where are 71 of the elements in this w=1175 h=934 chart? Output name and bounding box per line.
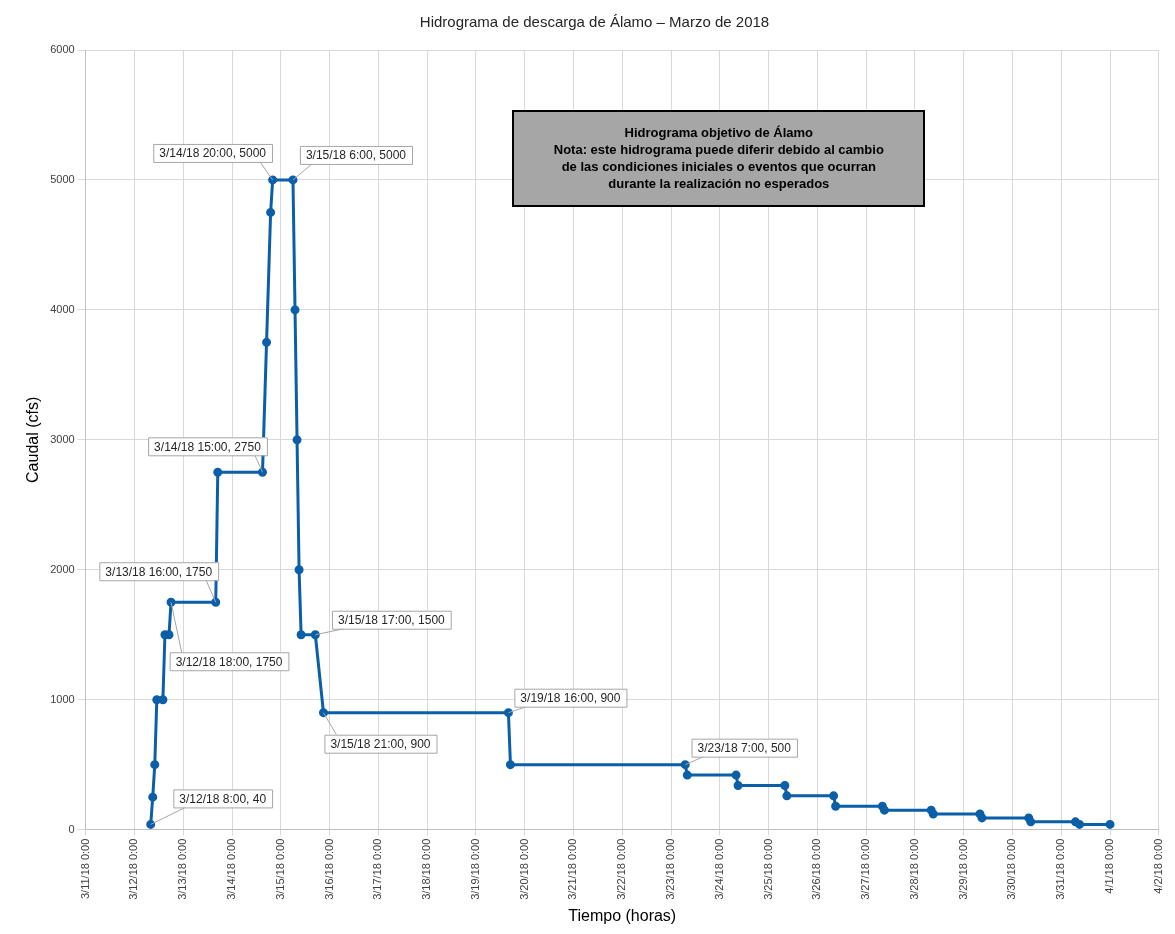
annotation: 3/12/18 8:00, 40 bbox=[179, 791, 267, 806]
point bbox=[290, 305, 300, 315]
point bbox=[733, 780, 743, 790]
point bbox=[782, 791, 792, 801]
x-tick-label: 3/29/18 0:00 bbox=[956, 838, 969, 900]
y-tick-label: 6000 bbox=[50, 43, 75, 56]
point bbox=[831, 801, 841, 811]
point bbox=[213, 467, 223, 477]
annotation: 3/23/18 7:00, 500 bbox=[697, 740, 792, 755]
x-tick-label: 3/18/18 0:00 bbox=[420, 838, 433, 900]
annotation: 3/15/18 6:00, 5000 bbox=[305, 148, 407, 163]
x-tick-label: 3/12/18 0:00 bbox=[127, 838, 140, 900]
y-tick-label: 1000 bbox=[50, 692, 75, 705]
point bbox=[150, 760, 160, 770]
annotation: 3/15/18 17:00, 1500 bbox=[337, 613, 446, 628]
point bbox=[296, 630, 306, 640]
x-tick-label: 3/19/18 0:00 bbox=[468, 838, 481, 900]
point bbox=[268, 175, 278, 185]
annotation: 3/13/18 16:00, 1750 bbox=[105, 564, 213, 579]
point bbox=[262, 337, 272, 347]
point bbox=[731, 770, 741, 780]
annotation: 3/15/18 21:00, 900 bbox=[330, 737, 431, 751]
annotation: Hidrograma objetivo de Álamo Nota: este hidrograma puede diferir debido al cambio de las condiciones iniciales o eventos que ocurran durante la realización no esperados bbox=[552, 124, 885, 192]
x-tick-label: 3/24/18 0:00 bbox=[712, 838, 725, 900]
point bbox=[1105, 819, 1115, 829]
point bbox=[266, 207, 276, 217]
x-tick-label: 3/22/18 0:00 bbox=[615, 838, 628, 900]
x-tick-label: 3/26/18 0:00 bbox=[810, 838, 823, 900]
point bbox=[148, 792, 158, 802]
x-tick-label: 3/15/18 0:00 bbox=[273, 838, 286, 900]
y-tick-label: 5000 bbox=[50, 172, 75, 185]
x-tick-label: 3/23/18 0:00 bbox=[664, 838, 677, 900]
annotation: 3/12/18 18:00, 1750 bbox=[175, 654, 283, 669]
y-tick-label: 0 bbox=[68, 822, 75, 835]
point bbox=[1075, 819, 1085, 829]
x-tick-label: 3/14/18 0:00 bbox=[225, 838, 238, 900]
point bbox=[505, 760, 515, 770]
x-tick-label: 3/13/18 0:00 bbox=[176, 838, 189, 900]
x-tick-label: 3/27/18 0:00 bbox=[859, 838, 872, 900]
point bbox=[879, 805, 889, 815]
annotation: 3/14/18 15:00, 2750 bbox=[154, 439, 262, 454]
point bbox=[780, 780, 790, 790]
y-axis-title: Caudal (cfs) bbox=[24, 396, 42, 483]
point bbox=[682, 770, 692, 780]
x-tick-label: 3/11/18 0:00 bbox=[78, 838, 91, 899]
point bbox=[288, 175, 298, 185]
point bbox=[977, 813, 987, 823]
point bbox=[829, 791, 839, 801]
y-tick-label: 3000 bbox=[50, 432, 75, 445]
y-tick-label: 2000 bbox=[50, 562, 75, 575]
point bbox=[294, 565, 304, 575]
chart-title: Hidrograma de descarga de Álamo – Marzo de 2018 bbox=[419, 13, 770, 31]
note-box: Hidrograma objetivo de Álamo Nota: este hidrograma puede diferir debido al cambio de las condiciones iniciales o eventos que ocurran durante la realización no esperados bbox=[512, 109, 926, 207]
point bbox=[292, 435, 302, 445]
point bbox=[158, 695, 168, 705]
x-tick-label: 3/31/18 0:00 bbox=[1054, 838, 1067, 900]
y-tick-label: 4000 bbox=[50, 302, 75, 315]
x-tick-label: 3/30/18 0:00 bbox=[1005, 838, 1018, 900]
x-tick-label: 4/1/18 0:00 bbox=[1103, 838, 1116, 894]
x-tick-label: 3/28/18 0:00 bbox=[907, 838, 920, 900]
x-tick-label: 3/20/18 0:00 bbox=[517, 838, 530, 900]
annotation: 3/14/18 20:00, 5000 bbox=[159, 146, 267, 161]
annotation: 3/19/18 16:00, 900 bbox=[520, 691, 621, 705]
x-tick-label: 3/25/18 0:00 bbox=[761, 838, 774, 900]
x-axis-title: Tiempo (horas) bbox=[568, 906, 677, 924]
x-tick-label: 3/17/18 0:00 bbox=[371, 838, 384, 900]
point bbox=[1026, 817, 1036, 827]
x-tick-label: 3/21/18 0:00 bbox=[566, 838, 579, 900]
point bbox=[928, 809, 938, 819]
x-tick-label: 4/2/18 0:00 bbox=[1151, 838, 1164, 894]
x-tick-label: 3/16/18 0:00 bbox=[322, 838, 335, 900]
